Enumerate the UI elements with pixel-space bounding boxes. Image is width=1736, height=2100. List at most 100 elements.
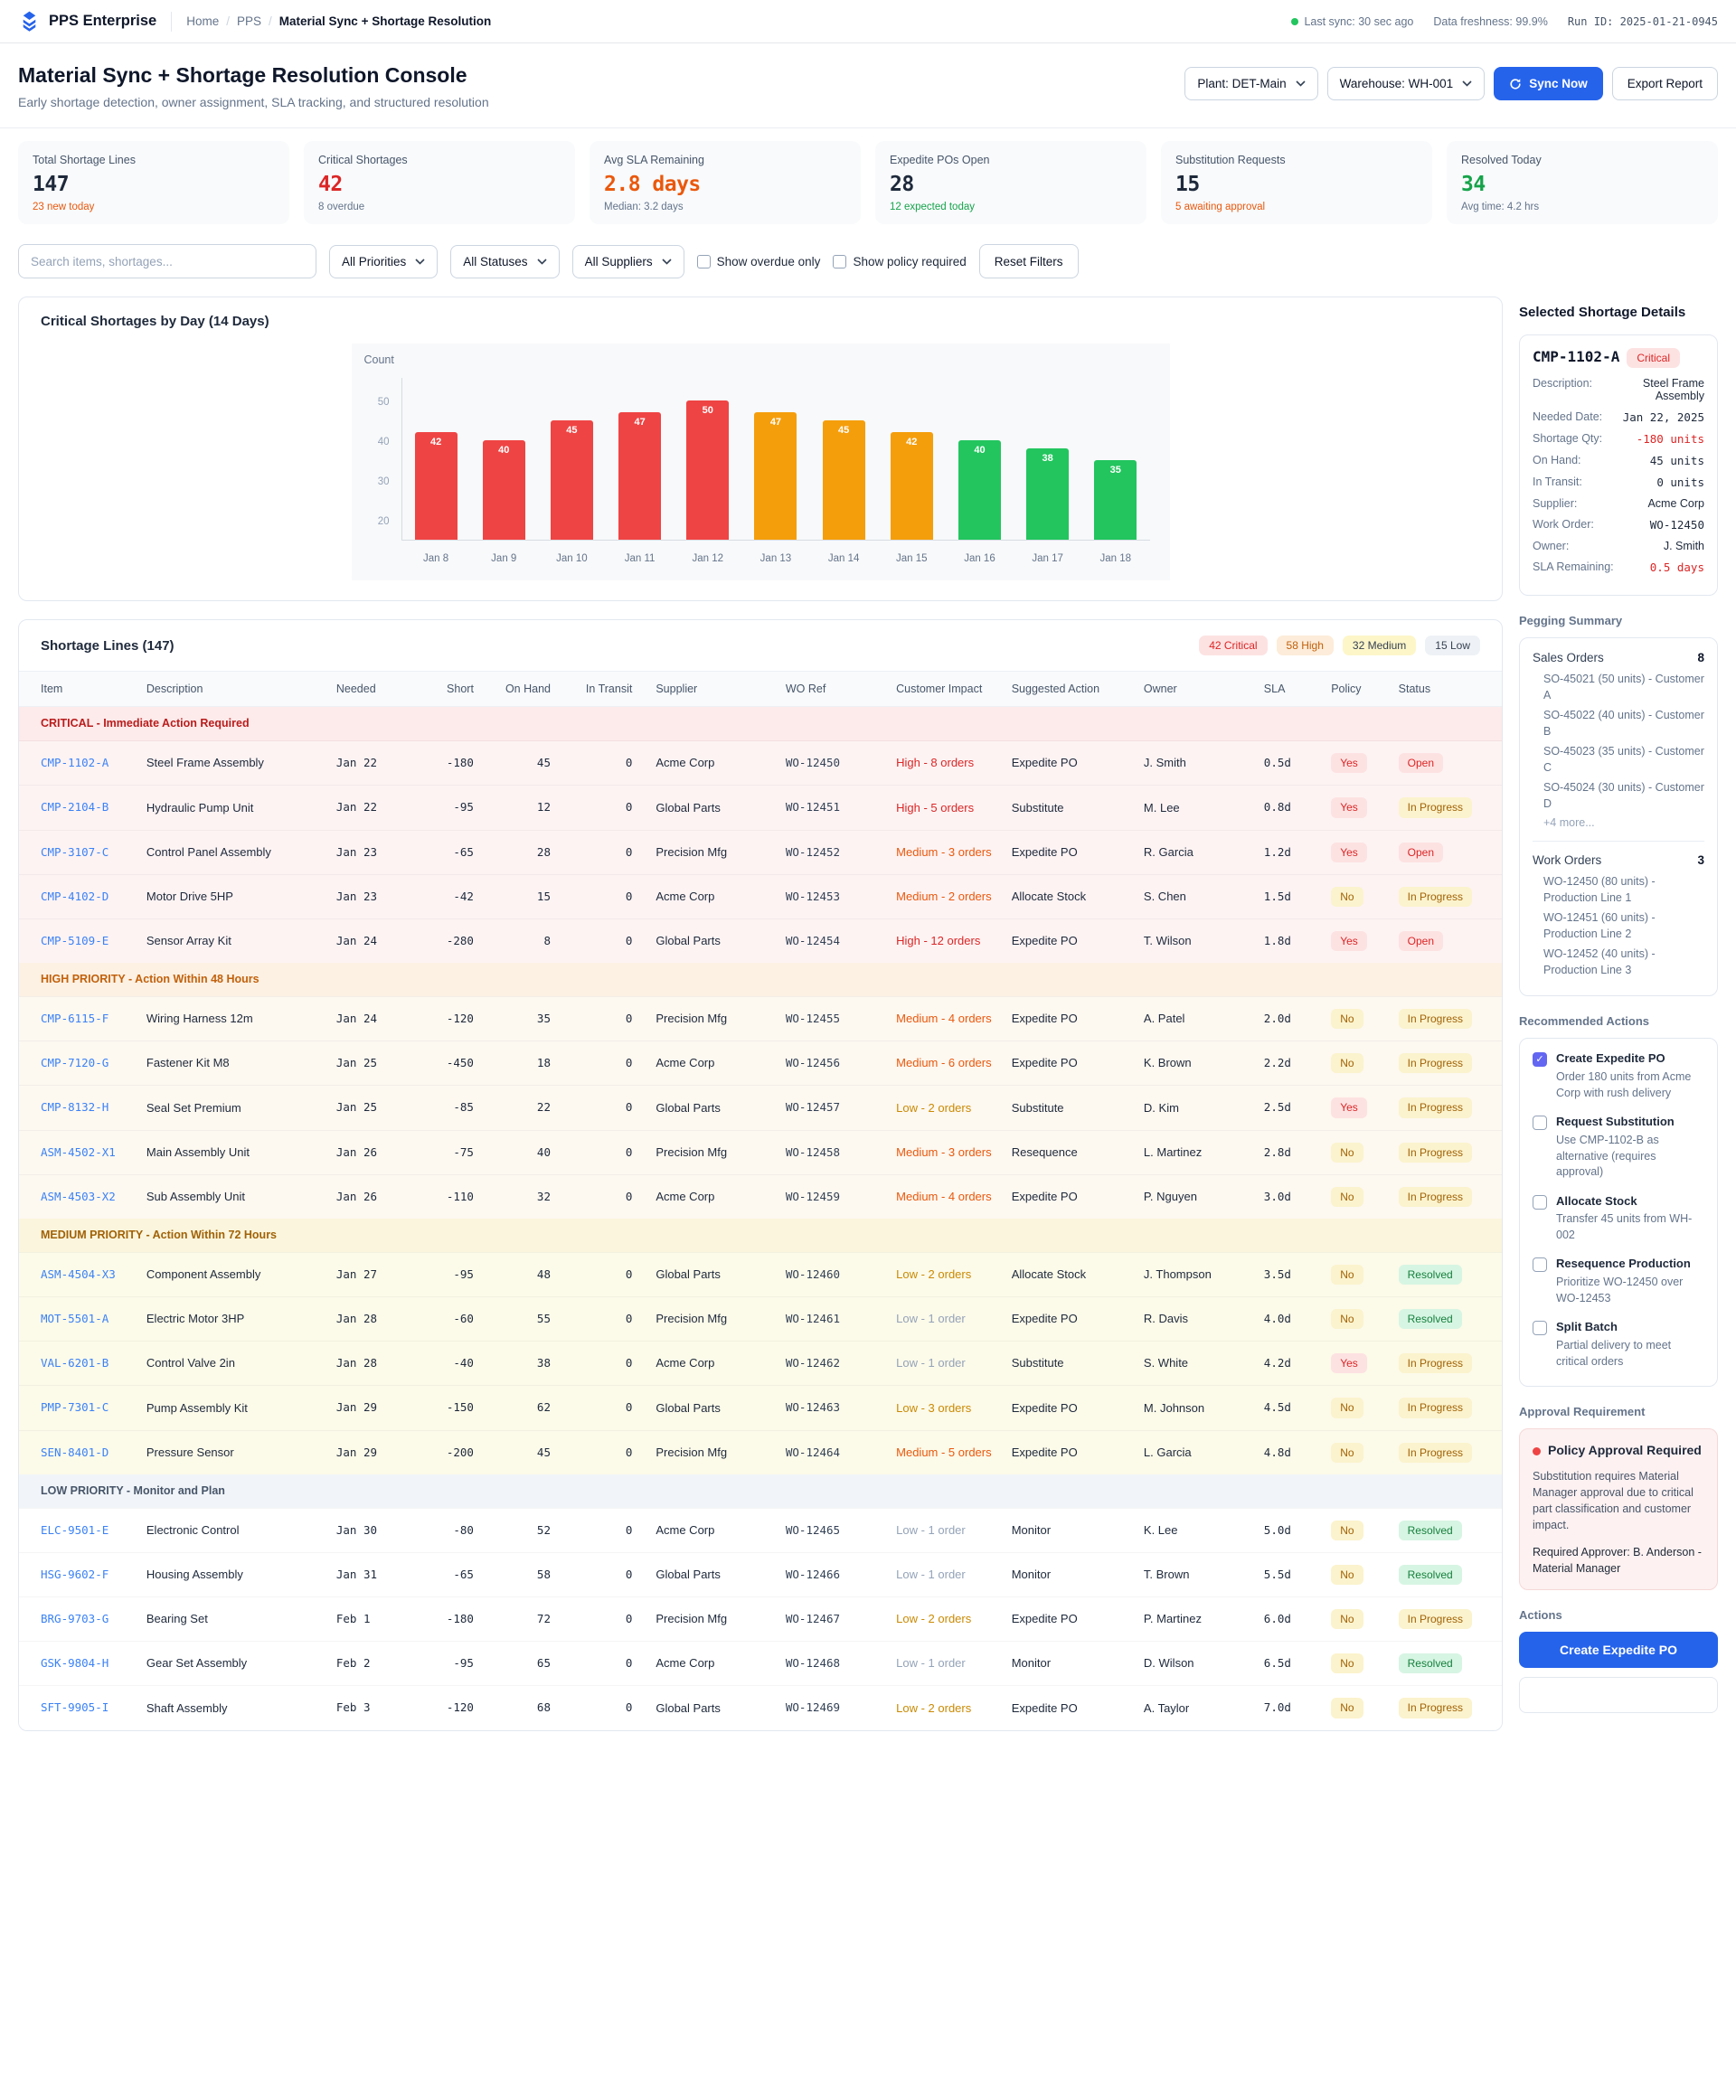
table-row-mot-5501-a[interactable]: MOT-5501-A Electric Motor 3HP Jan 28 -60 55 0… <box>19 1295 1502 1342</box>
item-code-link[interactable]: CMP-7120-G <box>41 1056 109 1070</box>
kpi-label: Avg SLA Remaining <box>604 154 704 166</box>
secondary-action-button-partial[interactable] <box>1519 1676 1718 1713</box>
action-checkbox[interactable] <box>1533 1194 1547 1210</box>
table-row-cmp-3107-c[interactable]: CMP-3107-C Control Panel Assembly Jan 23 -6… <box>19 829 1502 875</box>
table-row-sen-8401-d[interactable]: SEN-8401-D Pressure Sensor Jan 29 -200 45 0 Pr… <box>19 1429 1502 1474</box>
breadcrumb-pps[interactable]: PPS <box>237 14 262 28</box>
show-overdue-checkbox[interactable]: Show overdue only <box>696 254 820 268</box>
action-checkbox[interactable] <box>1533 1321 1547 1336</box>
item-code-link[interactable]: CMP-4102-D <box>41 889 109 903</box>
policy-badge: No <box>1331 1398 1363 1418</box>
item-code-link[interactable]: CMP-1102-A <box>41 756 109 770</box>
table-row-cmp-4102-d[interactable]: CMP-4102-D Motor Drive 5HP Jan 23 -42 15 0 Acm… <box>19 873 1502 919</box>
detail-field: In Transit: 0 units <box>1533 476 1704 489</box>
item-code-link[interactable]: HSG-9602-F <box>41 1567 109 1581</box>
x-tick-label: Jan 8 <box>423 553 449 564</box>
status-badge: In Progress <box>1398 1053 1472 1074</box>
customer-impact-cell: Low - 2 orders <box>896 1267 972 1282</box>
action-checkbox[interactable] <box>1533 1116 1547 1131</box>
column-header-supplier[interactable]: Supplier <box>648 670 778 708</box>
description-cell: Motor Drive 5HP <box>146 890 233 903</box>
item-code-link[interactable]: GSK-9804-H <box>41 1656 109 1671</box>
column-header-policy[interactable]: Policy <box>1324 670 1392 708</box>
table-row-asm-4502-x1[interactable]: ASM-4502-X1 Main Assembly Unit Jan 26 -75 40… <box>19 1129 1502 1175</box>
in-transit-cell: 0 <box>625 1012 633 1026</box>
table-row-cmp-7120-g[interactable]: CMP-7120-G Fastener Kit M8 Jan 25 -450 18 0 Ac… <box>19 1041 1502 1086</box>
needed-date-cell: Jan 30 <box>335 1522 378 1537</box>
column-header-in-transit[interactable]: In Transit <box>566 670 649 708</box>
column-header-on-hand[interactable]: On Hand <box>489 670 567 708</box>
sync-now-button[interactable]: Sync Now <box>1494 67 1603 100</box>
column-header-needed[interactable]: Needed <box>328 670 420 708</box>
supplier-filter-select[interactable]: All Suppliers <box>571 244 684 278</box>
column-header-description[interactable]: Description <box>138 670 329 708</box>
reset-filters-button[interactable]: Reset Filters <box>978 244 1079 278</box>
table-row-cmp-8132-h[interactable]: CMP-8132-H Seal Set Premium Jan 25 -85 22 0 Gl… <box>19 1085 1502 1130</box>
column-header-suggested-action[interactable]: Suggested Action <box>1004 670 1137 708</box>
item-code-link[interactable]: ASM-4502-X1 <box>41 1144 116 1159</box>
search-input[interactable] <box>18 244 316 278</box>
table-row-cmp-5109-e[interactable]: CMP-5109-E Sensor Array Kit Jan 24 -280 8 0 Gl… <box>19 918 1502 964</box>
item-code-link[interactable]: ELC-9501-E <box>41 1522 109 1537</box>
item-code-link[interactable]: CMP-5109-E <box>41 934 109 948</box>
column-header-customer-impact[interactable]: Customer Impact <box>889 670 1005 708</box>
item-code-link[interactable]: CMP-6115-F <box>41 1012 109 1026</box>
bar-jan-10: 45 Jan 10 <box>548 420 595 564</box>
table-row-val-6201-b[interactable]: VAL-6201-B Control Valve 2in Jan 28 -40 38 0 A… <box>19 1341 1502 1386</box>
breadcrumb-home[interactable]: Home <box>186 14 220 28</box>
column-header-owner[interactable]: Owner <box>1136 670 1257 708</box>
table-row-gsk-9804-h[interactable]: GSK-9804-H Gear Set Assembly Feb 2 -95 65 0 Ac… <box>19 1641 1502 1686</box>
item-code-link[interactable]: CMP-8132-H <box>41 1100 109 1115</box>
column-header-wo-ref[interactable]: WO Ref <box>778 670 890 708</box>
bar-value-label: 40 <box>974 445 986 456</box>
column-header-item[interactable]: Item <box>19 670 139 708</box>
item-code-link[interactable]: CMP-3107-C <box>41 844 109 859</box>
export-report-button[interactable]: Export Report <box>1611 67 1718 100</box>
status-badge: Open <box>1398 753 1443 774</box>
table-row-hsg-9602-f[interactable]: HSG-9602-F Housing Assembly Jan 31 -65 58 0 Gl… <box>19 1551 1502 1597</box>
customer-impact-cell: High - 12 orders <box>896 934 981 948</box>
column-header-short[interactable]: Short <box>420 670 490 708</box>
table-row-cmp-2104-b[interactable]: CMP-2104-B Hydraulic Pump Unit Jan 22 -95 12… <box>19 785 1502 830</box>
status-filter-select[interactable]: All Statuses <box>450 244 560 278</box>
table-row-pmp-7301-c[interactable]: PMP-7301-C Pump Assembly Kit Jan 29 -150 62 0… <box>19 1385 1502 1430</box>
item-code-link[interactable]: ASM-4504-X3 <box>41 1267 116 1281</box>
detail-value: 0.5 days <box>1649 560 1704 575</box>
section-header-low: LOW PRIORITY - Monitor and Plan <box>19 1474 1502 1509</box>
priority-filter-select[interactable]: All Priorities <box>329 244 439 278</box>
wo-ref-cell: WO-12467 <box>785 1612 841 1626</box>
action-checkbox[interactable] <box>1533 1257 1547 1273</box>
show-policy-checkbox[interactable]: Show policy required <box>833 254 967 268</box>
warehouse-select[interactable]: Warehouse: WH-001 <box>1326 67 1486 100</box>
column-header-sla[interactable]: SLA <box>1256 670 1325 708</box>
item-code-link[interactable]: SFT-9905-I <box>41 1700 109 1715</box>
in-transit-cell: 0 <box>625 1700 633 1715</box>
pegging-more-link[interactable]: +4 more... <box>1543 816 1595 830</box>
item-code-link[interactable]: MOT-5501-A <box>41 1312 109 1326</box>
plant-select[interactable]: Plant: DET-Main <box>1184 67 1318 100</box>
table-row-asm-4503-x2[interactable]: ASM-4503-X2 Sub Assembly Unit Jan 26 -110 32… <box>19 1173 1502 1219</box>
x-axis-line <box>401 540 1150 541</box>
suggested-action-cell: Allocate Stock <box>1011 890 1087 903</box>
table-row-asm-4504-x3[interactable]: ASM-4504-X3 Component Assembly Jan 27 -95 48… <box>19 1251 1502 1297</box>
item-code-link[interactable]: VAL-6201-B <box>41 1356 109 1370</box>
needed-date-cell: Jan 25 <box>335 1100 378 1115</box>
item-code-link[interactable]: ASM-4503-X2 <box>41 1189 116 1203</box>
item-code-link[interactable]: BRG-9703-G <box>41 1612 109 1626</box>
table-row-sft-9905-i[interactable]: SFT-9905-I Shaft Assembly Feb 3 -120 68 0 Glob… <box>19 1685 1502 1730</box>
needed-date-cell: Jan 27 <box>335 1267 378 1281</box>
table-row-cmp-6115-f[interactable]: CMP-6115-F Wiring Harness 12m Jan 24 -120 35… <box>19 995 1502 1041</box>
on-hand-cell: 48 <box>536 1267 551 1281</box>
column-header-status[interactable]: Status <box>1391 670 1502 708</box>
table-row-brg-9703-g[interactable]: BRG-9703-G Bearing Set Feb 1 -180 72 0 Precisi… <box>19 1596 1502 1642</box>
in-transit-cell: 0 <box>625 1312 633 1326</box>
item-code-link[interactable]: PMP-7301-C <box>41 1400 109 1415</box>
sla-cell: 3.5d <box>1263 1267 1291 1281</box>
item-code-link[interactable]: CMP-2104-B <box>41 800 109 815</box>
action-checkbox[interactable]: ✓ <box>1533 1052 1547 1068</box>
item-code-link[interactable]: SEN-8401-D <box>41 1445 109 1459</box>
bar: 35 <box>1094 460 1137 540</box>
table-row-elc-9501-e[interactable]: ELC-9501-E Electronic Control Jan 30 -80 52 0… <box>19 1507 1502 1553</box>
table-row-cmp-1102-a[interactable]: CMP-1102-A Steel Frame Assembly Jan 22 -180… <box>19 740 1502 786</box>
create-expedite-po-button[interactable]: Create Expedite PO <box>1519 1631 1718 1668</box>
